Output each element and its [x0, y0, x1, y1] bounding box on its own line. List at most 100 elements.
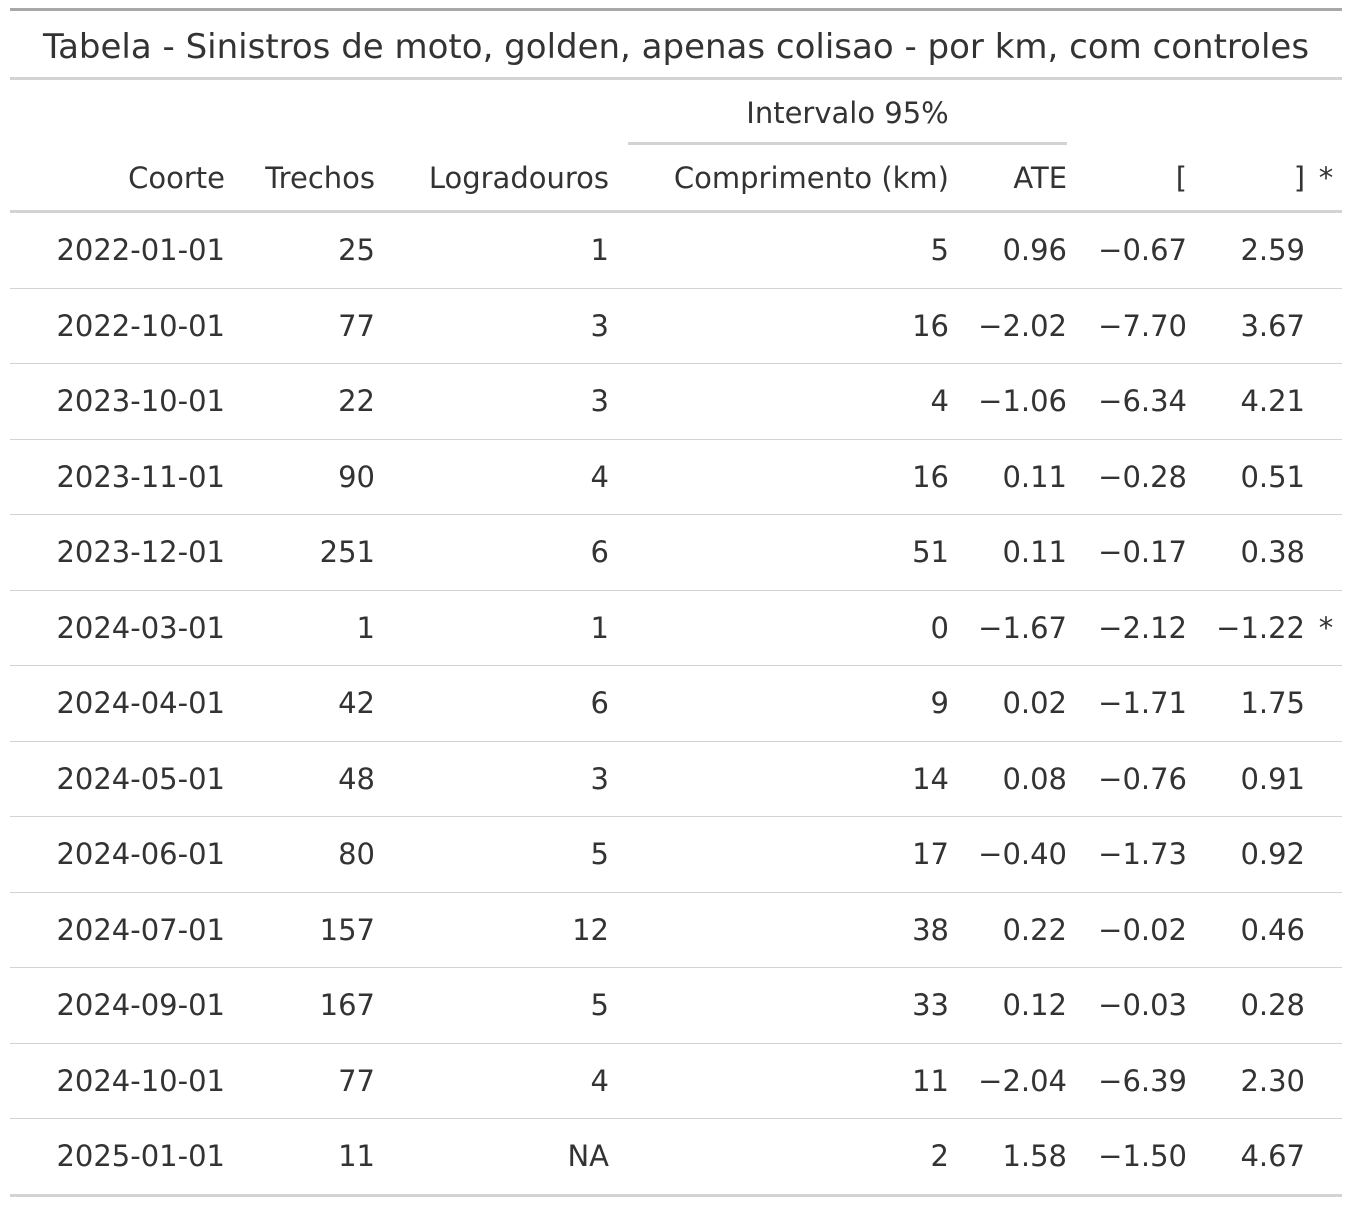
cell-logradouros: 6	[380, 514, 614, 591]
cell-trechos: 42	[230, 665, 380, 742]
cell-significance	[1310, 439, 1343, 515]
cell-logradouros: 1	[380, 590, 614, 666]
cell-logradouros: 12	[380, 892, 614, 968]
column-header-logradouros: Logradouros	[380, 145, 614, 213]
cell-ate: 0.08	[954, 741, 1073, 817]
cell-significance	[1310, 892, 1343, 968]
cell-trechos: 251	[230, 514, 380, 591]
cell-trechos: 90	[230, 439, 380, 515]
cell-logradouros: 3	[380, 288, 614, 364]
cell-comprimento: 14	[614, 741, 954, 817]
cell-ci-upper: 0.91	[1192, 741, 1311, 817]
cell-coorte: 2024-07-01	[10, 892, 230, 968]
cell-ate: −2.04	[954, 1043, 1073, 1119]
cell-logradouros: NA	[380, 1118, 614, 1197]
cell-significance	[1310, 363, 1343, 440]
cell-logradouros: 1	[380, 211, 614, 289]
cell-coorte: 2024-03-01	[10, 590, 230, 666]
cell-coorte: 2024-05-01	[10, 741, 230, 817]
cell-ci-lower: −0.03	[1072, 967, 1193, 1044]
cell-coorte: 2023-12-01	[10, 514, 230, 591]
cell-ate: 0.02	[954, 665, 1073, 742]
cell-significance	[1310, 1118, 1343, 1197]
cell-significance	[1310, 514, 1343, 591]
cell-ci-upper: 4.21	[1192, 363, 1311, 440]
table-container: Tabela - Sinistros de moto, golden, apen…	[10, 8, 1343, 1197]
cell-significance	[1310, 816, 1343, 893]
cell-comprimento: 38	[614, 892, 954, 968]
cell-ate: 0.22	[954, 892, 1073, 968]
table-row: 2023-12-01 251 6 51 0.11 −0.17 0.38	[10, 514, 1343, 591]
cell-comprimento: 0	[614, 590, 954, 666]
cell-trechos: 11	[230, 1118, 380, 1197]
column-header-coorte: Coorte	[10, 145, 230, 213]
table-body: 2022-01-01 25 1 5 0.96 −0.67 2.59 2022-10-01 77 3…	[10, 211, 1343, 1197]
cell-trechos: 77	[230, 288, 380, 364]
cell-ci-lower: −0.67	[1072, 211, 1193, 289]
cell-trechos: 80	[230, 816, 380, 893]
column-header-ate: ATE	[954, 145, 1073, 213]
cell-logradouros: 5	[380, 816, 614, 893]
cell-trechos: 22	[230, 363, 380, 440]
cell-comprimento: 9	[614, 665, 954, 742]
column-header-ci-upper: ]	[1192, 145, 1311, 213]
cell-ci-upper: 0.92	[1192, 816, 1311, 893]
cell-ci-upper: 2.59	[1192, 211, 1311, 289]
cell-coorte: 2024-10-01	[10, 1043, 230, 1119]
cell-ci-upper: 0.38	[1192, 514, 1311, 591]
table-title: Tabela - Sinistros de moto, golden, apen…	[10, 8, 1342, 80]
cell-ci-upper: 0.46	[1192, 892, 1311, 968]
cell-ci-lower: −1.50	[1072, 1118, 1193, 1197]
cell-logradouros: 3	[380, 363, 614, 440]
cell-significance	[1310, 288, 1343, 364]
spanner-row: Intervalo 95%	[10, 80, 1342, 145]
table-row: 2024-09-01 167 5 33 0.12 −0.03 0.28	[10, 967, 1343, 1044]
cell-ate: −1.06	[954, 363, 1073, 440]
cell-trechos: 48	[230, 741, 380, 817]
cell-ate: −0.40	[954, 816, 1073, 893]
table-row: 2023-11-01 90 4 16 0.11 −0.28 0.51	[10, 439, 1343, 515]
cell-logradouros: 5	[380, 967, 614, 1044]
cell-trechos: 25	[230, 211, 380, 289]
cell-logradouros: 4	[380, 439, 614, 515]
cell-ci-lower: −6.34	[1072, 363, 1193, 440]
cell-significance	[1310, 967, 1343, 1044]
cell-trechos: 1	[230, 590, 380, 666]
cell-ci-upper: −1.22	[1192, 590, 1311, 666]
cell-ci-upper: 0.51	[1192, 439, 1311, 515]
cell-logradouros: 3	[380, 741, 614, 817]
cell-comprimento: 33	[614, 967, 954, 1044]
table-row: 2022-01-01 25 1 5 0.96 −0.67 2.59	[10, 211, 1343, 289]
cell-ci-upper: 0.28	[1192, 967, 1311, 1044]
cell-ate: 0.11	[954, 514, 1073, 591]
table-row: 2024-07-01 157 12 38 0.22 −0.02 0.46	[10, 892, 1343, 968]
table-row: 2022-10-01 77 3 16 −2.02 −7.70 3.67	[10, 288, 1343, 364]
results-table: Intervalo 95% Coorte Trechos Logradouros…	[10, 80, 1343, 1197]
cell-significance	[1310, 211, 1343, 289]
spanner-cell: Intervalo 95%	[614, 80, 1072, 145]
column-header-ci-lower: [	[1072, 145, 1193, 213]
cell-logradouros: 4	[380, 1043, 614, 1119]
cell-comprimento: 2	[614, 1118, 954, 1197]
cell-ate: 0.12	[954, 967, 1073, 1044]
cell-significance	[1310, 741, 1343, 817]
cell-coorte: 2022-01-01	[10, 211, 230, 289]
cell-coorte: 2022-10-01	[10, 288, 230, 364]
cell-ci-upper: 4.67	[1192, 1118, 1311, 1197]
cell-coorte: 2023-10-01	[10, 363, 230, 440]
cell-ate: −1.67	[954, 590, 1073, 666]
cell-ci-upper: 3.67	[1192, 288, 1311, 364]
cell-logradouros: 6	[380, 665, 614, 742]
column-header-row: Coorte Trechos Logradouros Comprimento (…	[10, 145, 1343, 213]
cell-coorte: 2024-04-01	[10, 665, 230, 742]
cell-comprimento: 16	[614, 288, 954, 364]
cell-comprimento: 16	[614, 439, 954, 515]
cell-coorte: 2024-09-01	[10, 967, 230, 1044]
cell-ate: 1.58	[954, 1118, 1073, 1197]
cell-significance	[1310, 665, 1343, 742]
column-header-comprimento: Comprimento (km)	[614, 145, 954, 213]
cell-ate: 0.96	[954, 211, 1073, 289]
cell-comprimento: 4	[614, 363, 954, 440]
cell-significance: *	[1310, 590, 1343, 666]
cell-trechos: 157	[230, 892, 380, 968]
